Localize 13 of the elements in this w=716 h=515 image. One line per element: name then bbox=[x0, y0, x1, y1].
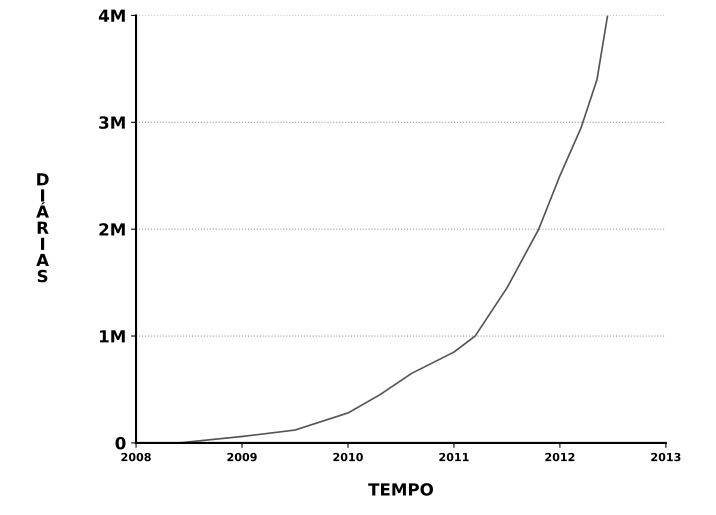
x-tick-label: 2010 bbox=[333, 452, 363, 462]
x-tick-label: 2009 bbox=[227, 452, 257, 462]
y-axis-title: DIÁRIAS bbox=[36, 173, 49, 282]
y-tick-label: 4M bbox=[98, 10, 125, 22]
y-tick-label: 0 bbox=[116, 436, 126, 450]
x-tick-label: 2011 bbox=[439, 452, 469, 462]
x-tick-label: 2012 bbox=[545, 452, 574, 462]
x-axis-title: TEMPO bbox=[368, 483, 433, 496]
x-tick-label: 2008 bbox=[121, 452, 151, 462]
x-tick-label: 2013 bbox=[651, 452, 680, 462]
y-tick-label: 1M bbox=[100, 330, 125, 342]
y-tick-label: 2M bbox=[99, 223, 125, 236]
y-tick-label: 3M bbox=[99, 116, 125, 129]
